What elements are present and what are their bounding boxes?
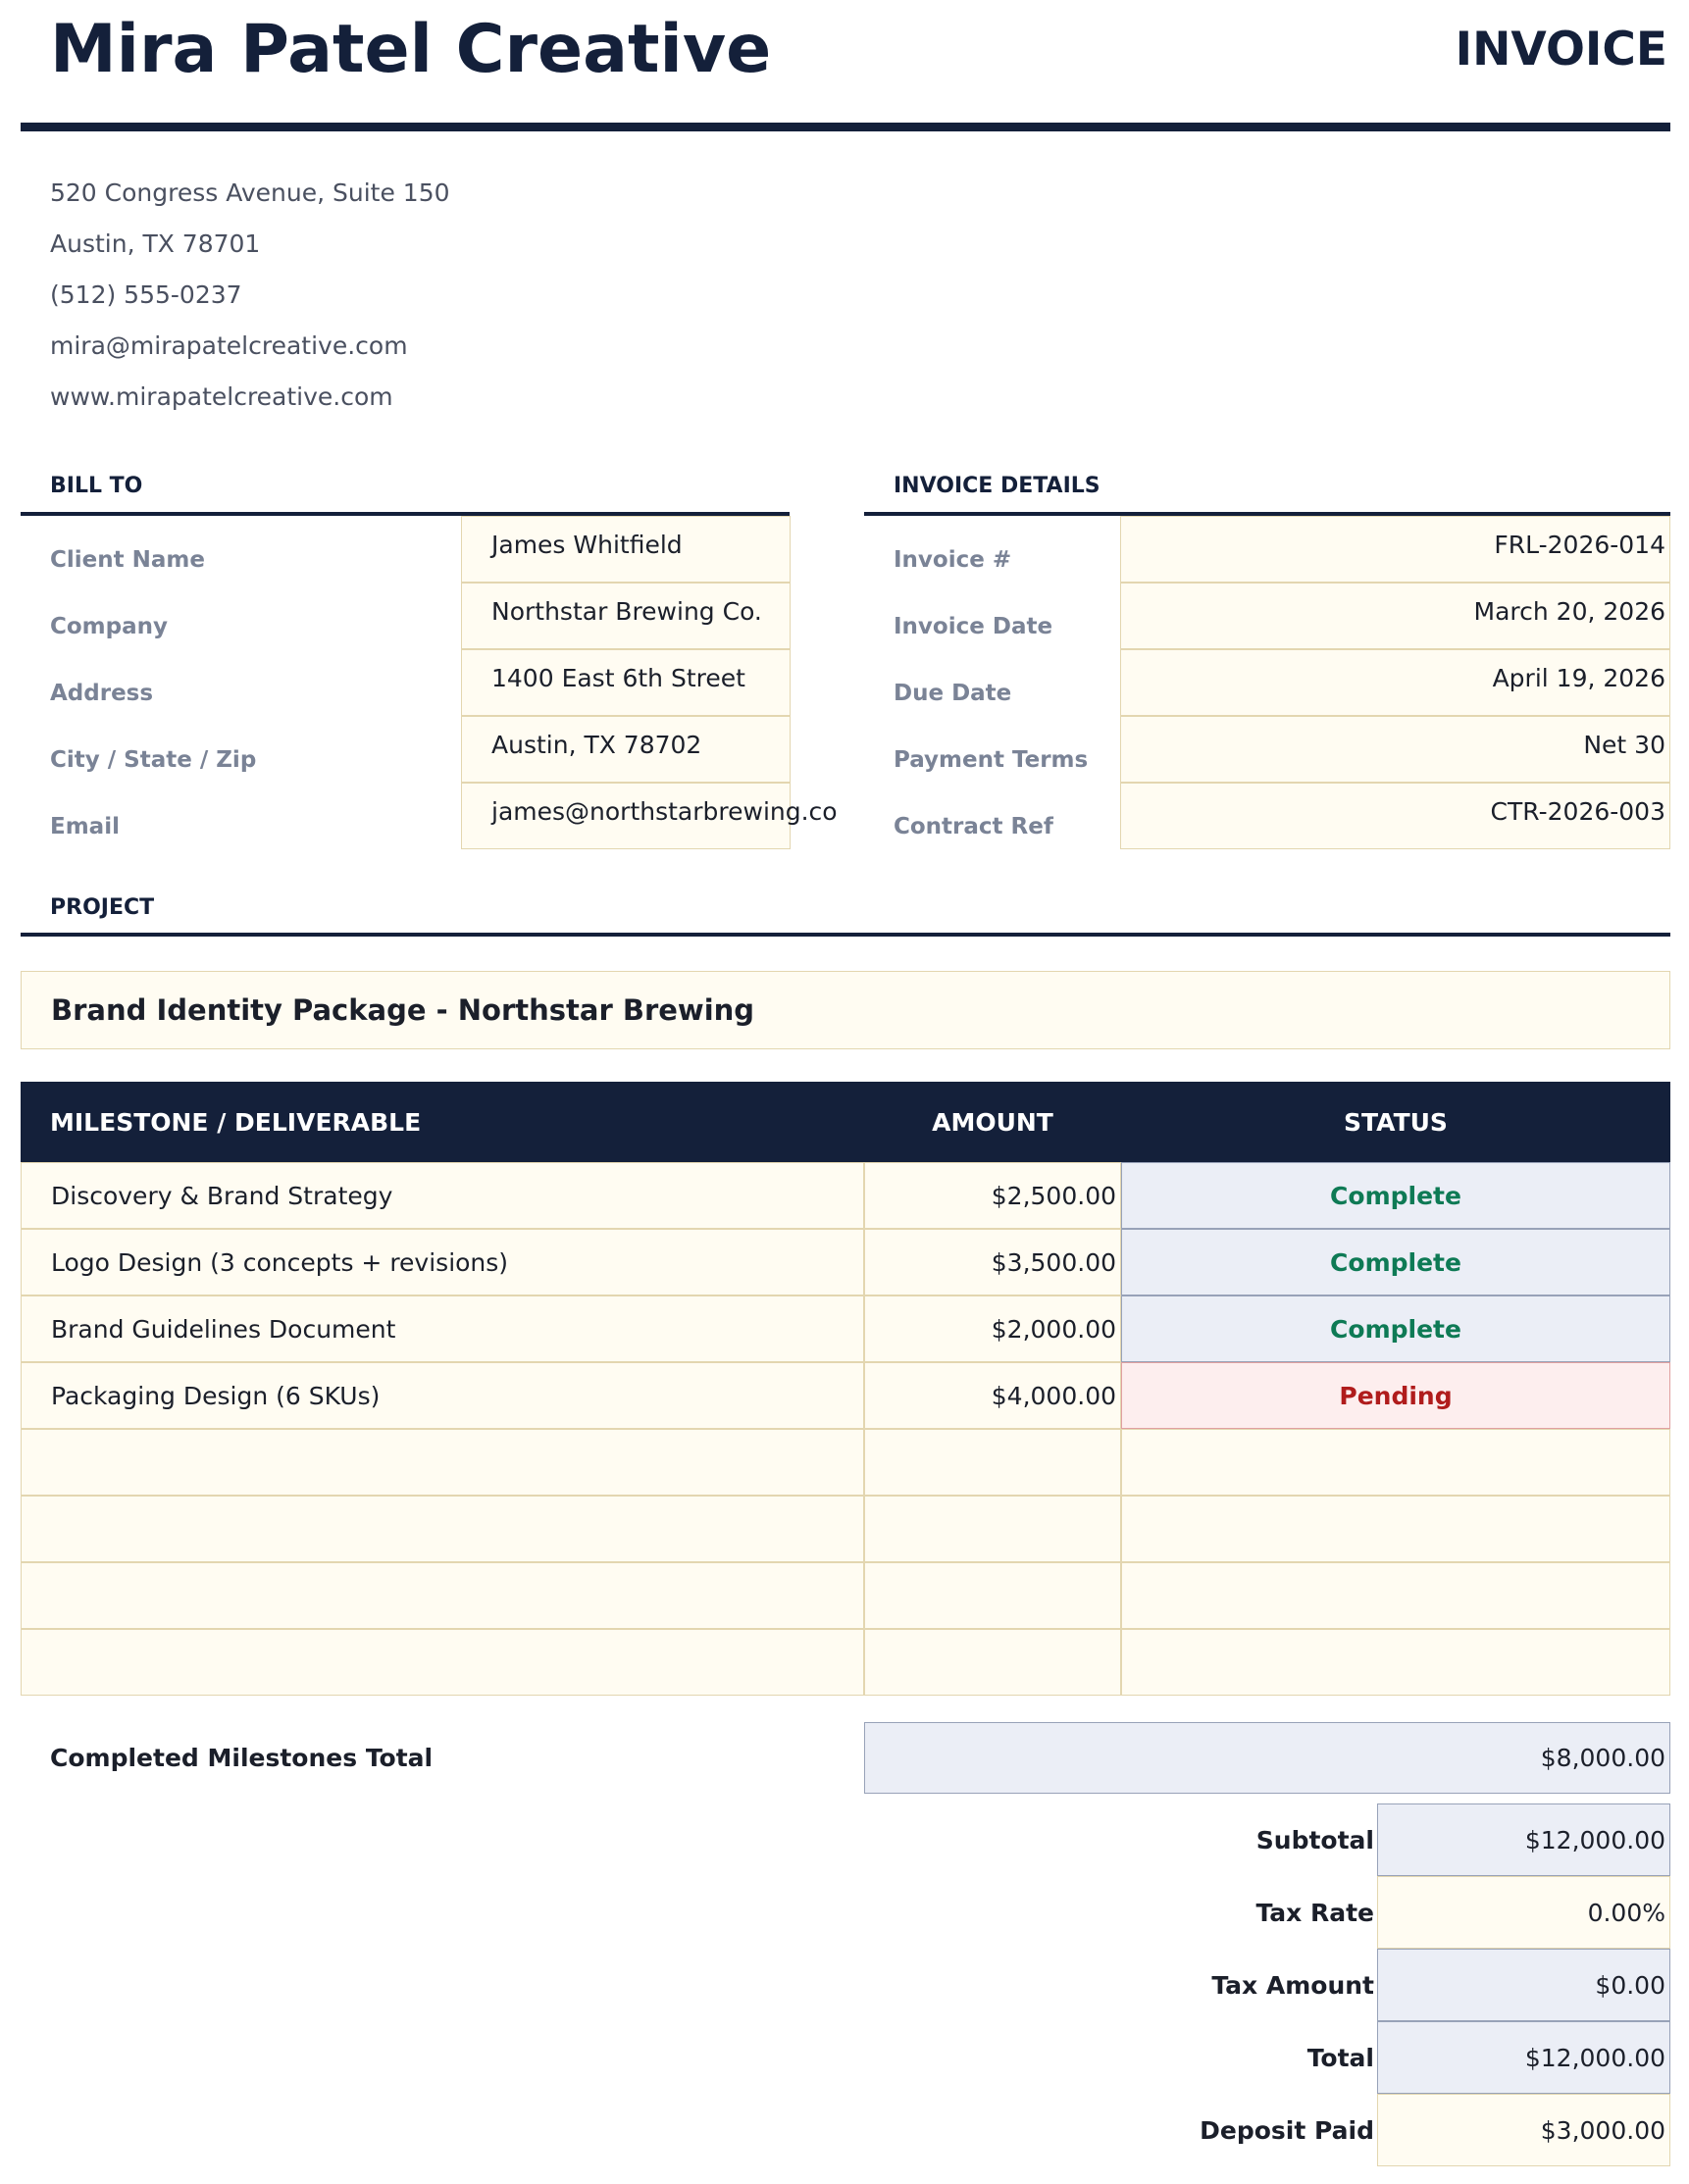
milestone-name: Discovery & Brand Strategy	[21, 1162, 864, 1229]
milestone-status: Complete	[1121, 1162, 1670, 1229]
section-title: PROJECT	[50, 894, 155, 920]
field-value: FRL-2026-014	[1120, 516, 1670, 583]
field-value: April 19, 2026	[1120, 649, 1670, 716]
address-line: 520 Congress Avenue, Suite 150	[50, 178, 450, 207]
total-label: Completed Milestones Total	[50, 1744, 434, 1772]
field-label: Client Name	[50, 547, 205, 573]
summary-value: 0.00%	[1377, 1876, 1670, 1949]
field-label: Invoice Date	[894, 614, 1053, 639]
summary-label: Tax Amount	[1211, 1970, 1374, 2000]
empty-cell	[21, 1496, 864, 1562]
field-value: Northstar Brewing Co.	[461, 583, 791, 649]
summary-value: $3,000.00	[1377, 2094, 1670, 2166]
field-label: Due Date	[894, 681, 1012, 706]
summary-value: $12,000.00	[1377, 1803, 1670, 1876]
field-value: March 20, 2026	[1120, 583, 1670, 649]
header-rule	[21, 123, 1670, 131]
empty-cell	[1121, 1629, 1670, 1696]
address-line: mira@mirapatelcreative.com	[50, 330, 408, 360]
section-title: BILL TO	[50, 473, 143, 498]
milestone-amount: $3,500.00	[864, 1229, 1121, 1295]
empty-cell	[864, 1496, 1121, 1562]
field-value: Austin, TX 78702	[461, 716, 791, 783]
table-header: STATUS	[1121, 1082, 1670, 1162]
business-name: Mira Patel Creative	[50, 10, 772, 88]
milestone-amount: $2,500.00	[864, 1162, 1121, 1229]
milestone-name: Packaging Design (6 SKUs)	[21, 1362, 864, 1429]
empty-cell	[1121, 1496, 1670, 1562]
section-rule	[21, 512, 790, 516]
empty-cell	[21, 1562, 864, 1629]
empty-cell	[864, 1562, 1121, 1629]
address-line: Austin, TX 78701	[50, 229, 261, 258]
field-label: Email	[50, 814, 120, 839]
milestone-status: Complete	[1121, 1229, 1670, 1295]
doc-title: INVOICE	[1455, 22, 1667, 76]
empty-cell	[864, 1429, 1121, 1496]
section-rule	[864, 512, 1670, 516]
empty-cell	[21, 1429, 864, 1496]
address-line: (512) 555-0237	[50, 279, 242, 309]
milestone-amount: $2,000.00	[864, 1295, 1121, 1362]
milestone-status: Complete	[1121, 1295, 1670, 1362]
milestone-status: Pending	[1121, 1362, 1670, 1429]
section-title: INVOICE DETAILS	[894, 473, 1100, 498]
milestone-name: Brand Guidelines Document	[21, 1295, 864, 1362]
field-label: Contract Ref	[894, 814, 1053, 839]
field-value: Net 30	[1120, 716, 1670, 783]
field-label: City / State / Zip	[50, 747, 257, 773]
field-label: Company	[50, 614, 168, 639]
field-label: Invoice #	[894, 547, 1012, 573]
field-value: 1400 East 6th Street	[461, 649, 791, 716]
field-label: Payment Terms	[894, 747, 1089, 773]
address-line: www.mirapatelcreative.com	[50, 381, 393, 411]
milestone-name: Logo Design (3 concepts + revisions)	[21, 1229, 864, 1295]
table-header: AMOUNT	[864, 1082, 1121, 1162]
summary-value: $12,000.00	[1377, 2021, 1670, 2094]
section-rule	[21, 933, 1670, 937]
field-value: James Whitfield	[461, 516, 791, 583]
table-header: MILESTONE / DELIVERABLE	[21, 1082, 864, 1162]
total-value: $8,000.00	[864, 1722, 1670, 1794]
summary-label: Tax Rate	[1255, 1898, 1374, 1927]
summary-label: Subtotal	[1255, 1825, 1374, 1854]
empty-cell	[864, 1629, 1121, 1696]
empty-cell	[1121, 1429, 1670, 1496]
summary-value: $0.00	[1377, 1949, 1670, 2021]
field-value: james@northstarbrewing.co	[461, 783, 838, 849]
project-name: Brand Identity Package - Northstar Brewi…	[21, 971, 1670, 1049]
field-value: CTR-2026-003	[1120, 783, 1670, 849]
field-label: Address	[50, 681, 154, 706]
milestone-amount: $4,000.00	[864, 1362, 1121, 1429]
empty-cell	[1121, 1562, 1670, 1629]
summary-label: Total	[1306, 2043, 1374, 2072]
summary-label: Deposit Paid	[1200, 2115, 1374, 2145]
empty-cell	[21, 1629, 864, 1696]
